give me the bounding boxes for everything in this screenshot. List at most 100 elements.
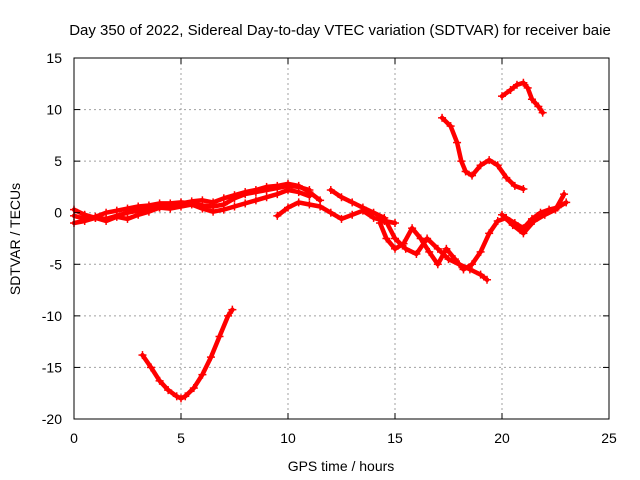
data-point <box>164 386 173 395</box>
x-tick-label: 5 <box>177 430 185 446</box>
x-tick-label: 20 <box>494 430 510 446</box>
data-point <box>485 156 494 165</box>
data-point <box>519 184 528 193</box>
data-point <box>316 202 325 211</box>
data-point <box>209 207 218 216</box>
series-track-j <box>499 80 545 115</box>
data-point <box>382 234 391 243</box>
data-point <box>241 199 250 208</box>
x-tick-label: 25 <box>601 430 617 446</box>
data-point <box>147 363 156 372</box>
data-point <box>198 196 207 205</box>
data-point <box>172 392 181 401</box>
data-point <box>416 234 425 243</box>
data-point <box>198 204 207 213</box>
data-point <box>358 203 367 212</box>
data-point <box>134 210 143 219</box>
data-point <box>562 198 571 207</box>
data-point <box>493 216 502 225</box>
data-point <box>530 216 539 225</box>
x-tick-label: 0 <box>70 430 78 446</box>
data-point <box>459 265 468 274</box>
data-point <box>551 205 560 214</box>
data-point <box>540 210 549 219</box>
data-point <box>181 392 190 401</box>
data-point <box>348 210 357 219</box>
data-point <box>476 270 485 279</box>
data-point <box>305 200 314 209</box>
data-point <box>348 198 357 207</box>
data-point <box>284 179 292 188</box>
y-tick-label: 15 <box>46 50 62 66</box>
data-point <box>224 311 233 320</box>
data-point <box>506 85 515 94</box>
data-point <box>326 208 335 217</box>
y-tick-label: -20 <box>42 411 62 427</box>
data-point <box>241 188 250 197</box>
data-point <box>560 190 569 199</box>
data-point <box>412 249 421 258</box>
data-point <box>102 216 111 225</box>
data-point <box>502 173 511 182</box>
data-point <box>376 219 385 228</box>
data-point <box>401 244 410 253</box>
data-point <box>189 384 198 393</box>
data-point <box>461 167 470 176</box>
data-point <box>273 190 282 199</box>
x-tick-label: 15 <box>387 430 403 446</box>
data-point <box>198 370 207 379</box>
data-point <box>380 213 389 222</box>
data-point <box>538 108 547 117</box>
data-point <box>215 332 224 341</box>
data-point <box>80 210 89 219</box>
chart-title: Day 350 of 2022, Sidereal Day-to-day VTE… <box>69 22 611 39</box>
data-point <box>230 191 239 200</box>
y-tick-label: -5 <box>50 256 63 272</box>
data-point <box>446 122 455 131</box>
data-point <box>230 202 239 211</box>
data-point <box>273 181 282 190</box>
data-point <box>219 194 228 203</box>
data-point <box>468 171 477 180</box>
x-tick-label: 10 <box>280 430 296 446</box>
data-point <box>155 376 164 385</box>
data-point <box>112 212 121 221</box>
data-point <box>425 247 434 256</box>
data-point <box>391 219 399 228</box>
data-point <box>337 214 346 223</box>
data-point <box>123 214 132 223</box>
data-point <box>219 205 228 214</box>
plot-frame <box>73 57 610 420</box>
data-point <box>433 260 442 269</box>
data-point <box>527 95 536 104</box>
data-point <box>512 80 521 89</box>
data-point <box>450 255 459 264</box>
data-point <box>483 275 492 284</box>
data-point <box>177 199 185 208</box>
data-point <box>498 210 506 219</box>
x-axis-label: GPS time / hours <box>288 458 395 474</box>
data-point <box>262 182 271 191</box>
data-point <box>177 394 185 403</box>
series-track-i <box>439 115 526 192</box>
data-point <box>326 186 335 195</box>
grid <box>74 58 609 419</box>
data-point <box>519 78 528 87</box>
series-layer <box>70 78 571 403</box>
data-point <box>442 244 451 253</box>
data-point <box>262 193 271 202</box>
data-point <box>369 208 378 217</box>
data-point <box>476 247 485 256</box>
ticks: 0 5 10 15 20 25 -20 -15 -10 -5 0 5 10 15 <box>42 50 617 446</box>
data-point <box>476 161 485 170</box>
data-point <box>294 181 303 190</box>
data-point <box>209 198 218 207</box>
data-point <box>187 197 196 206</box>
series-track-d <box>140 307 235 401</box>
data-point <box>166 201 175 210</box>
data-point <box>493 161 502 170</box>
data-point <box>138 351 147 360</box>
y-tick-label: 5 <box>54 153 62 169</box>
data-point <box>534 102 543 111</box>
